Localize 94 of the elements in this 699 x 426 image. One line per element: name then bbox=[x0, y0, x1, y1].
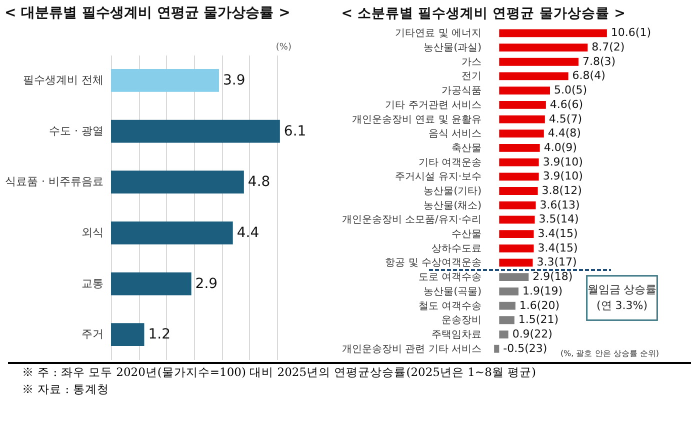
bar bbox=[499, 130, 544, 138]
x-axis-title: (%) bbox=[276, 42, 292, 52]
y-tick-label: 개인운송장비 연료 및 윤활유 bbox=[352, 114, 482, 126]
bar bbox=[499, 244, 534, 252]
bar bbox=[499, 187, 538, 195]
bar bbox=[111, 68, 219, 92]
y-tick-label: 가공식품 bbox=[442, 86, 482, 97]
data-label: 3.4(15) bbox=[538, 241, 578, 254]
data-label: -0.5(23) bbox=[503, 342, 548, 355]
data-label: 2.9(18) bbox=[532, 270, 573, 284]
y-tick-label: 가스 bbox=[462, 56, 482, 68]
bar bbox=[499, 258, 533, 267]
data-label: 3.6(13) bbox=[540, 198, 580, 212]
bar bbox=[499, 302, 516, 310]
data-label: 4.8 bbox=[248, 174, 270, 190]
bar bbox=[111, 170, 244, 194]
y-tick-label: 수산물 bbox=[452, 229, 482, 240]
data-label: 2.9 bbox=[195, 276, 218, 292]
bar bbox=[499, 201, 536, 210]
text: ※ 자료 : 통계청 bbox=[22, 381, 110, 398]
data-label: 3.3(17) bbox=[536, 256, 577, 269]
y-tick-label: 개인운송장비 소모품/유지·수리 bbox=[342, 214, 482, 226]
bar bbox=[499, 86, 550, 95]
bar bbox=[499, 100, 546, 109]
data-label: 7.8(3) bbox=[582, 54, 616, 68]
data-label: 5.0(5) bbox=[554, 84, 588, 97]
annotation: (%, 괄호 안은 상승률 순위) bbox=[560, 349, 659, 358]
bar bbox=[111, 323, 144, 346]
y-tick-label: 식료품 · 비주류음료 bbox=[5, 175, 104, 188]
y-tick-label: 항공 및 수상여객운송 bbox=[385, 258, 482, 269]
bar bbox=[499, 330, 508, 338]
bar bbox=[499, 216, 535, 224]
bar bbox=[499, 230, 534, 238]
y-tick-label: 주거시설 유지·보수 bbox=[395, 172, 482, 183]
bar bbox=[499, 29, 607, 38]
y-tick-label: 수도 · 광열 bbox=[49, 124, 104, 138]
y-tick-label: 기타 여객운송 bbox=[418, 157, 482, 168]
y-tick-label: 농산물(기타) bbox=[424, 186, 482, 197]
y-tick-label: 철도 여객수송 bbox=[418, 300, 482, 312]
data-label: 4.4 bbox=[236, 224, 260, 241]
bar bbox=[499, 287, 518, 296]
text: ※ 주 : 좌우 모두 2020년(물가지수=100) 대비 2025년의 연평균상승률(2025년은 1~8월 평균) bbox=[22, 364, 538, 381]
bar bbox=[111, 120, 280, 143]
y-tick-label: 운송장비 bbox=[442, 315, 482, 326]
bar bbox=[499, 316, 514, 324]
data-label: 1.6(20) bbox=[519, 298, 560, 312]
bar bbox=[499, 172, 539, 181]
data-label: 1.2 bbox=[148, 326, 170, 343]
y-tick-label: 축산물 bbox=[452, 142, 482, 154]
y-tick-label: 음식 서비스 bbox=[428, 128, 482, 140]
bar bbox=[499, 44, 588, 52]
data-label: 1.9(19) bbox=[522, 284, 563, 298]
bar bbox=[499, 115, 545, 124]
y-tick-label: 개인운송장비 관련 기타 서비스 bbox=[342, 344, 482, 355]
chart-title: < 대분류별 필수생계비 연평균 물가상승률 > bbox=[4, 5, 290, 21]
annotation: 월임금 상승률 (연 3.3%) bbox=[587, 283, 657, 312]
y-tick-label: 기타 주거관련 서비스 bbox=[385, 100, 482, 111]
bar bbox=[494, 344, 500, 353]
chart-title: < 소분류별 필수생계비 연평균 물가상승률 > bbox=[341, 6, 626, 22]
data-label: 4.6(6) bbox=[550, 98, 584, 111]
data-label: 3.8(12) bbox=[542, 184, 582, 197]
y-tick-label: 기타연료 및 에너지 bbox=[395, 28, 482, 40]
data-label: 3.5(14) bbox=[538, 212, 579, 226]
data-label: 10.6(1) bbox=[610, 26, 652, 40]
bar bbox=[499, 58, 578, 66]
data-label: 0.9(22) bbox=[512, 327, 552, 340]
bar bbox=[499, 158, 539, 166]
y-tick-label: 외식 bbox=[82, 226, 104, 239]
bar bbox=[499, 72, 568, 80]
data-label: 4.4(8) bbox=[548, 126, 581, 140]
y-tick-label: 교통 bbox=[82, 276, 104, 290]
y-tick-label: 상하수도료 bbox=[432, 243, 482, 254]
y-tick-label: 농산물(과실) bbox=[424, 42, 482, 54]
data-label: 6.1 bbox=[284, 123, 306, 140]
data-label: 6.8(4) bbox=[572, 69, 606, 82]
y-tick-label: 도로 여객수송 bbox=[418, 272, 482, 284]
y-tick-label: 필수생계비 전체 bbox=[23, 73, 104, 86]
y-tick-label: 주거 bbox=[82, 328, 104, 341]
data-label: 4.0(9) bbox=[544, 140, 577, 154]
data-label: 8.7(2) bbox=[592, 40, 625, 54]
y-tick-label: 주택임차료 bbox=[432, 329, 482, 340]
bar bbox=[499, 273, 529, 282]
data-label: 3.9 bbox=[223, 72, 246, 88]
y-tick-label: 농산물(곡물) bbox=[424, 286, 482, 298]
y-tick-label: 농산물(채소) bbox=[424, 200, 482, 212]
data-label: 4.5(7) bbox=[548, 112, 582, 126]
bar bbox=[499, 144, 540, 152]
data-label: 3.9(10) bbox=[542, 170, 583, 183]
data-label: 1.5(21) bbox=[518, 313, 558, 326]
bar bbox=[111, 221, 233, 244]
y-tick-label: 전기 bbox=[462, 71, 482, 82]
data-label: 3.9(10) bbox=[542, 155, 583, 168]
bar bbox=[111, 272, 192, 296]
data-label: 3.4(15) bbox=[538, 227, 578, 240]
